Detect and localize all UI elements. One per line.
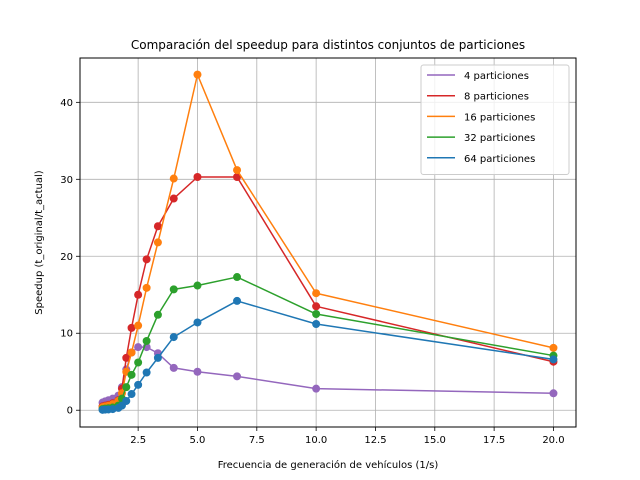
x-axis-label: Frecuencia de generación de vehículos (1… xyxy=(218,459,439,471)
data-point xyxy=(169,363,178,372)
data-point xyxy=(193,318,202,327)
data-point xyxy=(134,343,143,352)
plot-frame xyxy=(79,57,577,428)
data-point xyxy=(127,370,136,379)
x-tick-label: 17.5 xyxy=(483,435,505,446)
legend-item: 64 particiones xyxy=(427,154,535,165)
data-point xyxy=(153,353,162,362)
data-point xyxy=(134,321,143,330)
data-point xyxy=(122,353,131,362)
data-point xyxy=(549,389,558,398)
data-point xyxy=(193,172,202,181)
data-point xyxy=(134,290,143,299)
data-point xyxy=(312,289,321,298)
legend-item: 32 particiones xyxy=(427,133,535,144)
data-point xyxy=(153,310,162,319)
data-point xyxy=(127,323,136,332)
legend-label: 16 particiones xyxy=(464,112,535,123)
data-point xyxy=(153,222,162,231)
data-point xyxy=(312,384,321,393)
x-tick-label: 12.5 xyxy=(364,435,386,446)
data-point xyxy=(122,383,131,392)
y-axis-label: Speedup (t_original/t_actual) xyxy=(34,170,45,314)
data-point xyxy=(134,358,143,367)
data-point xyxy=(549,355,558,364)
data-point xyxy=(142,283,151,292)
data-point xyxy=(127,390,136,399)
x-tick-label: 5.0 xyxy=(190,435,206,446)
data-point xyxy=(312,310,321,319)
data-point xyxy=(312,320,321,329)
series-layer xyxy=(98,70,558,414)
data-point xyxy=(169,194,178,203)
data-point xyxy=(169,174,178,183)
data-point xyxy=(193,70,202,79)
legend-box xyxy=(420,64,570,175)
legend-label: 4 particiones xyxy=(464,71,529,82)
data-point xyxy=(169,333,178,342)
y-tick-label: 30 xyxy=(60,175,73,186)
data-point xyxy=(142,368,151,377)
data-point xyxy=(193,281,202,290)
tick-layer: 2.5 5.0 7.5 10.0 12.5 15.0 17.5 20.0 0 10 20 30 40 xyxy=(60,98,564,446)
series-64-particiones xyxy=(98,296,558,414)
legend-label: 8 particiones xyxy=(464,92,529,103)
data-point xyxy=(142,255,151,264)
x-tick-label: 10.0 xyxy=(305,435,327,446)
data-point xyxy=(193,367,202,376)
data-point xyxy=(233,166,242,175)
y-tick-label: 0 xyxy=(67,406,73,417)
data-point xyxy=(122,396,131,405)
legend-label: 64 particiones xyxy=(464,154,535,165)
legend-item: 8 particiones xyxy=(427,92,529,103)
data-point xyxy=(127,348,136,357)
y-tick-label: 40 xyxy=(60,98,73,109)
y-tick-label: 10 xyxy=(60,329,73,340)
data-point xyxy=(233,296,242,305)
legend-label: 32 particiones xyxy=(464,133,535,144)
data-point xyxy=(142,336,151,345)
x-tick-label: 2.5 xyxy=(130,435,146,446)
x-tick-label: 20.0 xyxy=(542,435,564,446)
chart-title: Comparación del speedup para distintos c… xyxy=(131,38,525,52)
legend: 4 particiones 8 particiones 16 particiones… xyxy=(420,64,570,175)
x-tick-label: 7.5 xyxy=(249,435,265,446)
data-point xyxy=(233,273,242,282)
x-tick-label: 15.0 xyxy=(424,435,446,446)
legend-item: 16 particiones xyxy=(427,112,535,123)
data-point xyxy=(233,372,242,381)
legend-item: 4 particiones xyxy=(427,71,529,82)
data-point xyxy=(549,343,558,352)
data-point xyxy=(169,285,178,294)
data-point xyxy=(153,238,162,247)
data-point xyxy=(134,380,143,389)
data-point xyxy=(312,302,321,311)
data-point xyxy=(233,172,242,181)
y-tick-label: 20 xyxy=(60,252,73,263)
